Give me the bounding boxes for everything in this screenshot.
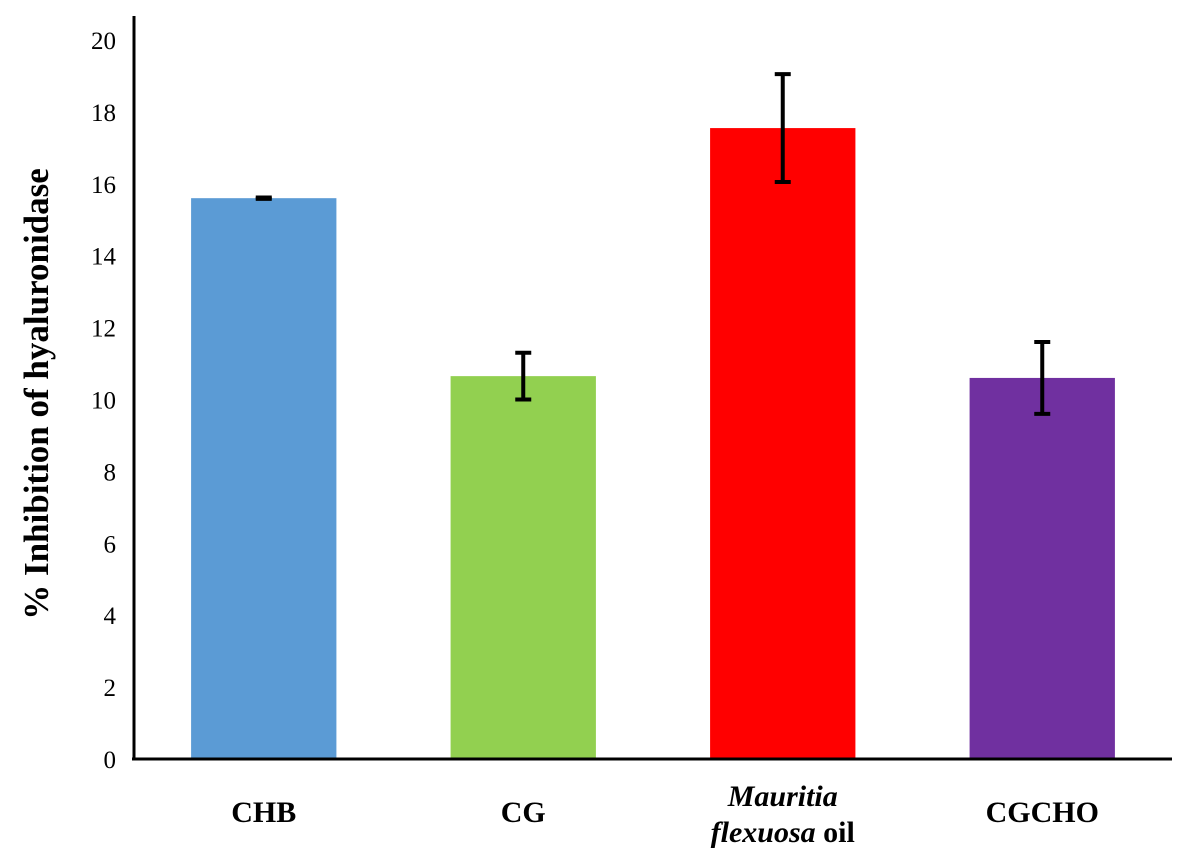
bar — [969, 377, 1115, 759]
y-tick-label: 4 — [104, 603, 117, 630]
y-tick-labels: 0 2 4 6 8 10 12 14 16 18 20 — [91, 28, 117, 774]
x-category-label: CG — [501, 796, 546, 829]
bar — [191, 198, 337, 759]
x-category-label-line2: flexuosa oil — [711, 816, 855, 848]
y-tick-label: 20 — [91, 28, 116, 55]
y-tick-label: 0 — [104, 747, 117, 774]
error-bars — [255, 72, 1051, 416]
y-tick-label: 14 — [91, 244, 117, 271]
y-axis-title: % Inhibition of hyaluronidase — [17, 168, 56, 620]
y-tick-label: 10 — [91, 388, 116, 415]
y-axis-title-group: % Inhibition of hyaluronidase — [17, 168, 56, 620]
error-bar — [515, 350, 532, 402]
x-category-label: CHB — [231, 796, 296, 829]
error-bar — [1034, 339, 1051, 416]
bar — [710, 128, 856, 759]
bar — [450, 376, 596, 759]
x-category-label: CGCHO — [986, 796, 1099, 829]
y-tick-label: 8 — [104, 459, 117, 486]
bars — [191, 128, 1115, 759]
y-tick-label: 6 — [104, 531, 117, 558]
y-tick-label: 12 — [91, 316, 116, 343]
y-tick-label: 2 — [104, 675, 117, 702]
axes — [132, 16, 1172, 761]
error-bar — [774, 72, 791, 185]
x-category-label-line1: Mauritia — [727, 780, 838, 813]
y-tick-label: 18 — [91, 100, 116, 127]
y-tick-label: 16 — [91, 172, 116, 199]
error-bar — [255, 195, 272, 201]
